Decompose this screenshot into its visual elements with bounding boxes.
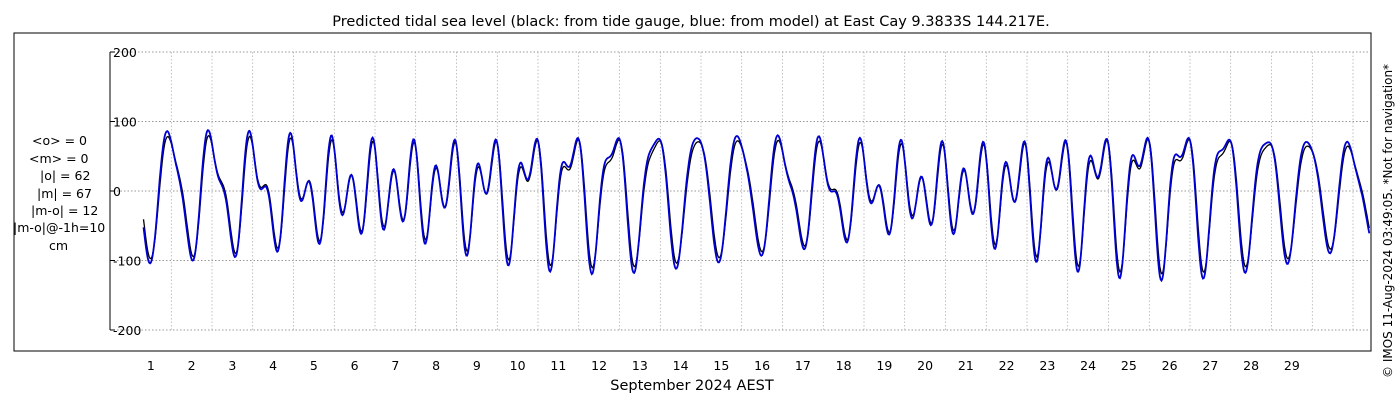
x-tick-label: 20 [917, 358, 933, 373]
stat-abs-model: |m| = 67 [37, 186, 92, 201]
chart-title: Predicted tidal sea level (black: from t… [332, 14, 1049, 30]
series-group [142, 128, 1371, 283]
y-tick-label: -100 [113, 254, 141, 269]
x-axis: 1 2 3 4 5 6 7 8 9 10 11 12 13 14 15 16 17 18 19 20 21 22 23 24 2… [147, 358, 1300, 373]
stat-abs-observed: |o| = 62 [40, 168, 91, 183]
x-tick-label: 4 [269, 358, 277, 373]
x-tick-label: 17 [795, 358, 811, 373]
x-tick-label: 18 [836, 358, 852, 373]
stat-abs-diff: |m-o| = 12 [31, 203, 99, 218]
x-axis-label: September 2024 AEST [610, 378, 774, 394]
x-tick-label: 25 [1121, 358, 1137, 373]
y-tick-label: 100 [113, 115, 137, 130]
y-tick-label: -200 [113, 323, 141, 338]
x-tick-label: 23 [1039, 358, 1055, 373]
x-tick-label: 26 [1162, 358, 1178, 373]
y-tick-label: 200 [113, 45, 137, 60]
x-tick-label: 14 [673, 358, 689, 373]
y-tick-label: 0 [113, 184, 121, 199]
credit-text: © IMOS 11-Aug-2024 03:49:05. *Not for na… [1381, 64, 1395, 378]
x-tick-label: 8 [432, 358, 440, 373]
stat-mean-model: <m> = 0 [29, 151, 89, 166]
y-axis: 200 100 0 -100 -200 [110, 45, 141, 338]
x-tick-label: 28 [1243, 358, 1259, 373]
x-tick-label: 1 [147, 358, 155, 373]
x-tick-label: 22 [999, 358, 1015, 373]
x-tick-label: 9 [473, 358, 481, 373]
plot-frame [13, 32, 1372, 352]
x-tick-label: 5 [310, 358, 318, 373]
x-tick-label: 10 [510, 358, 526, 373]
x-tick-label: 13 [632, 358, 648, 373]
x-tick-label: 7 [391, 358, 399, 373]
x-tick-label: 15 [713, 358, 729, 373]
x-tick-label: 12 [591, 358, 607, 373]
x-tick-label: 19 [876, 358, 892, 373]
x-tick-label: 2 [188, 358, 196, 373]
x-tick-label: 21 [958, 358, 974, 373]
stat-unit: cm [49, 238, 69, 253]
x-tick-label: 29 [1284, 358, 1300, 373]
x-tick-label: 16 [754, 358, 770, 373]
x-tick-label: 27 [1202, 358, 1218, 373]
x-tick-label: 6 [351, 358, 359, 373]
grid-lines [110, 51, 1371, 331]
x-tick-label: 24 [1080, 358, 1096, 373]
x-tick-label: 3 [228, 358, 236, 373]
series-line-model [142, 128, 1371, 283]
x-tick-label: 11 [550, 358, 566, 373]
stat-abs-diff-lag: |m-o|@-1h=10 [13, 220, 106, 235]
stat-mean-observed: <o> = 0 [32, 133, 87, 148]
